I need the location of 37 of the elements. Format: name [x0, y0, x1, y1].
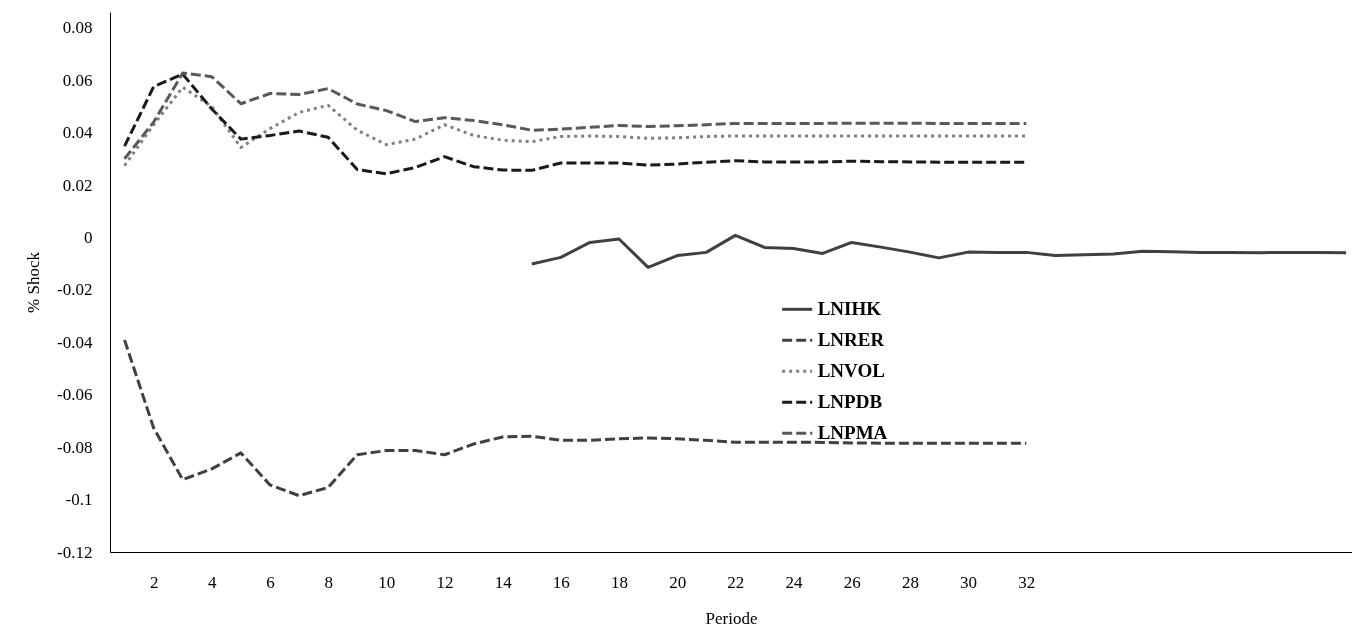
- legend-label: LNRER: [817, 329, 885, 351]
- y-tick-label: 0: [84, 227, 93, 247]
- x-tick-label: 12: [436, 572, 454, 592]
- x-tick-label: 2: [149, 572, 159, 592]
- y-tick-label: -0.08: [57, 437, 93, 457]
- y-tick-label: 0.04: [62, 123, 93, 143]
- y-tick-label: -0.12: [57, 542, 93, 562]
- y-tick-label: -0.06: [57, 385, 93, 405]
- line-series: [530, 233, 1348, 269]
- y-axis-title: % Shock: [24, 251, 44, 313]
- x-tick-label: 24: [785, 572, 804, 592]
- x-tick-label: 28: [901, 572, 919, 592]
- x-tick-label: 20: [669, 572, 687, 592]
- x-tick-label: 14: [494, 572, 513, 592]
- x-tick-label: 8: [324, 572, 333, 592]
- x-tick-label: 16: [552, 572, 570, 592]
- y-tick-label: -0.1: [65, 490, 93, 510]
- legend-label: LNPDB: [817, 391, 883, 413]
- x-tick-label: 6: [266, 572, 275, 592]
- x-tick-label: 26: [843, 572, 861, 592]
- x-tick-label: 32: [1018, 572, 1036, 592]
- x-tick-label: 4: [208, 572, 218, 592]
- legend-label: LNPMA: [817, 422, 888, 444]
- x-axis-title: Periode: [705, 608, 758, 628]
- line-series: [123, 85, 1028, 168]
- line-series: [123, 71, 1028, 161]
- x-tick-label: 30: [960, 572, 978, 592]
- legend-label: LNIHK: [817, 298, 882, 320]
- x-tick-label: 18: [611, 572, 629, 592]
- y-tick-label: 0.06: [62, 70, 93, 90]
- x-tick-label: 10: [378, 572, 396, 592]
- y-tick-label: 0.02: [62, 175, 93, 195]
- y-tick-label: 0.08: [62, 18, 93, 38]
- x-tick-label: 22: [727, 572, 745, 592]
- y-tick-label: -0.02: [57, 280, 93, 300]
- legend-label: LNVOL: [817, 360, 885, 382]
- y-tick-label: -0.04: [57, 332, 93, 352]
